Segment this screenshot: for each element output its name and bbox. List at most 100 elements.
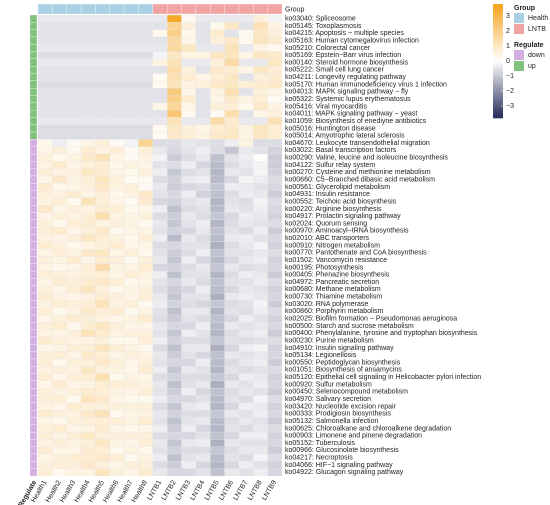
heat-cell	[66, 329, 82, 338]
heat-cell	[95, 197, 110, 206]
regulate-annotation	[29, 117, 38, 125]
heat-cell	[80, 292, 96, 301]
heat-cell	[224, 263, 240, 272]
heat-cell	[238, 307, 254, 316]
row-label: ko00195: Photosynthesis	[285, 264, 364, 271]
heat-cell	[195, 139, 211, 147]
heat-cell	[181, 80, 197, 89]
heat-cell	[123, 249, 139, 257]
heat-cell	[80, 117, 96, 125]
heat-cell	[195, 190, 211, 199]
heat-cell	[253, 461, 268, 469]
heat-cell	[123, 424, 139, 433]
heat-cell	[181, 270, 197, 279]
heat-cell	[181, 146, 197, 155]
heat-cell	[109, 241, 125, 250]
heat-cell	[210, 256, 225, 264]
heat-cell	[267, 373, 283, 382]
colorbar-segment	[493, 43, 503, 47]
heat-cell	[210, 190, 225, 199]
heat-cell	[52, 409, 67, 418]
heat-cell	[123, 146, 139, 155]
heat-cell	[167, 161, 182, 169]
heat-cell	[109, 66, 125, 74]
heat-cell	[37, 358, 53, 367]
heat-cell	[66, 44, 82, 52]
heat-cell	[210, 124, 225, 133]
row-label: ko05016: Huntington disease	[285, 125, 376, 132]
regulate-annotation	[29, 249, 38, 257]
heat-cell	[95, 22, 110, 30]
colorbar-segment	[493, 78, 503, 81]
heat-cell	[95, 336, 110, 345]
heat-cell	[123, 58, 139, 67]
heat-cell	[66, 256, 82, 264]
heat-cell	[123, 95, 139, 103]
heat-cell	[37, 366, 53, 374]
heat-cell	[152, 22, 168, 30]
heat-cell	[109, 431, 125, 440]
row-label: ko00552: Teichoic acid biosynthesis	[285, 198, 397, 205]
heat-cell	[109, 446, 125, 455]
heat-cell	[109, 263, 125, 272]
heat-cell	[181, 395, 197, 403]
heat-cell	[95, 234, 110, 242]
heat-cell	[109, 153, 125, 162]
heat-cell	[37, 146, 53, 155]
heat-cell	[37, 73, 53, 82]
row-label: ko05222: Small cell lung cancer	[285, 67, 385, 74]
heat-cell	[167, 219, 182, 228]
heat-cell	[66, 95, 82, 103]
regulate-annotation	[29, 109, 38, 118]
heat-cell	[109, 117, 125, 125]
heat-cell	[37, 314, 53, 323]
regulate-annotation	[29, 409, 38, 418]
heat-cell	[167, 183, 182, 191]
heat-cell	[52, 109, 67, 118]
heat-cell	[181, 212, 197, 221]
heat-cell	[253, 263, 268, 272]
heat-cell	[253, 388, 268, 396]
heat-cell	[52, 278, 67, 286]
heat-cell	[152, 314, 168, 323]
heat-cell	[109, 439, 125, 447]
heat-cell	[109, 351, 125, 360]
heat-cell	[52, 205, 67, 213]
heat-cell	[95, 468, 110, 477]
heat-cell	[224, 131, 240, 140]
heat-cell	[224, 95, 240, 103]
regulate-annotation	[29, 468, 38, 477]
heat-cell	[95, 14, 110, 23]
colorbar-segment	[493, 4, 503, 7]
heat-cell	[123, 205, 139, 213]
heat-cell	[66, 139, 82, 147]
heat-cell	[224, 124, 240, 133]
heat-cell	[80, 322, 96, 330]
heat-cell	[66, 468, 82, 477]
heat-cell	[66, 197, 82, 206]
heat-cell	[37, 36, 53, 45]
heat-cell	[253, 285, 268, 294]
heat-cell	[167, 51, 182, 60]
heat-cell	[37, 417, 53, 425]
regulate-annotation	[29, 124, 38, 133]
heat-cell	[80, 29, 96, 38]
heat-cell	[210, 351, 225, 360]
heat-cell	[37, 388, 53, 396]
heat-cell	[238, 373, 254, 382]
heat-cell	[267, 88, 283, 96]
regulate-annotation	[29, 344, 38, 352]
heat-cell	[210, 161, 225, 169]
colorbar-tick-label: 3	[506, 13, 510, 20]
heat-cell	[210, 88, 225, 96]
heat-cell	[152, 439, 168, 447]
heat-cell	[109, 73, 125, 82]
legend-label: Health	[528, 15, 548, 22]
heat-cell	[52, 117, 67, 125]
heat-cell	[109, 270, 125, 279]
heat-cell	[95, 29, 110, 38]
heat-cell	[52, 29, 67, 38]
group-annotation	[181, 3, 197, 15]
heat-cell	[167, 285, 182, 294]
heat-cell	[224, 117, 240, 125]
